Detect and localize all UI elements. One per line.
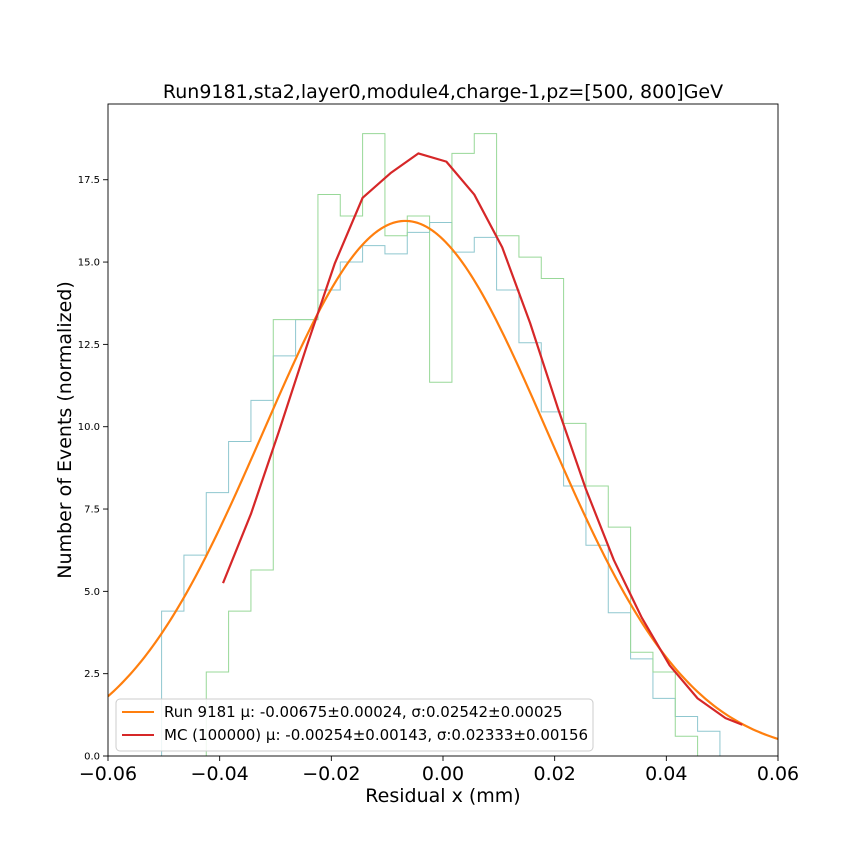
y-tick-label: 10.0	[78, 422, 100, 433]
histogram-1	[205, 133, 699, 756]
legend-box	[115, 698, 594, 752]
y-tick-label: 2.5	[84, 669, 100, 680]
y-tick-label: 15.0	[78, 258, 100, 269]
y-tick-label: 12.5	[78, 340, 100, 351]
chart-title: Run9181,sta2,layer0,module4,charge-1,pz=…	[163, 81, 723, 103]
x-axis-label: Residual x (mm)	[365, 785, 520, 807]
y-axis-label: Number of Events (normalized)	[54, 281, 76, 579]
x-tick-label: 0.02	[534, 763, 576, 785]
fit-line-layer	[108, 152, 778, 741]
x-tick-label: 0.04	[645, 763, 687, 785]
x-tick-label: 0.00	[422, 763, 464, 785]
x-tick-label: −0.04	[191, 763, 249, 785]
legend: Run 9181 μ: -0.00675±0.00024, σ:0.02542±…	[115, 698, 594, 752]
y-axis: 0.0 2.5 5.0 7.5 10.0 12.5 15.0 17.5	[78, 175, 108, 763]
series-line-1	[221, 152, 743, 726]
plot-area	[108, 104, 778, 756]
x-tick-label: 0.06	[757, 763, 799, 785]
x-tick-label: −0.06	[79, 763, 137, 785]
legend-label-run: Run 9181 μ: -0.00675±0.00024, σ:0.02542±…	[164, 703, 563, 721]
histogram-layer	[161, 133, 721, 756]
y-tick-label: 5.0	[84, 587, 100, 598]
y-tick-label: 7.5	[84, 505, 100, 516]
y-tick-label: 17.5	[78, 175, 100, 186]
x-axis: −0.06 −0.04 −0.02 0.00 0.02 0.04 0.06	[79, 756, 799, 785]
series-line-0	[108, 219, 778, 741]
y-tick-label: 0.0	[84, 752, 100, 763]
x-tick-label: −0.02	[302, 763, 360, 785]
legend-label-mc: MC (100000) μ: -0.00254±0.00143, σ:0.023…	[164, 726, 588, 744]
